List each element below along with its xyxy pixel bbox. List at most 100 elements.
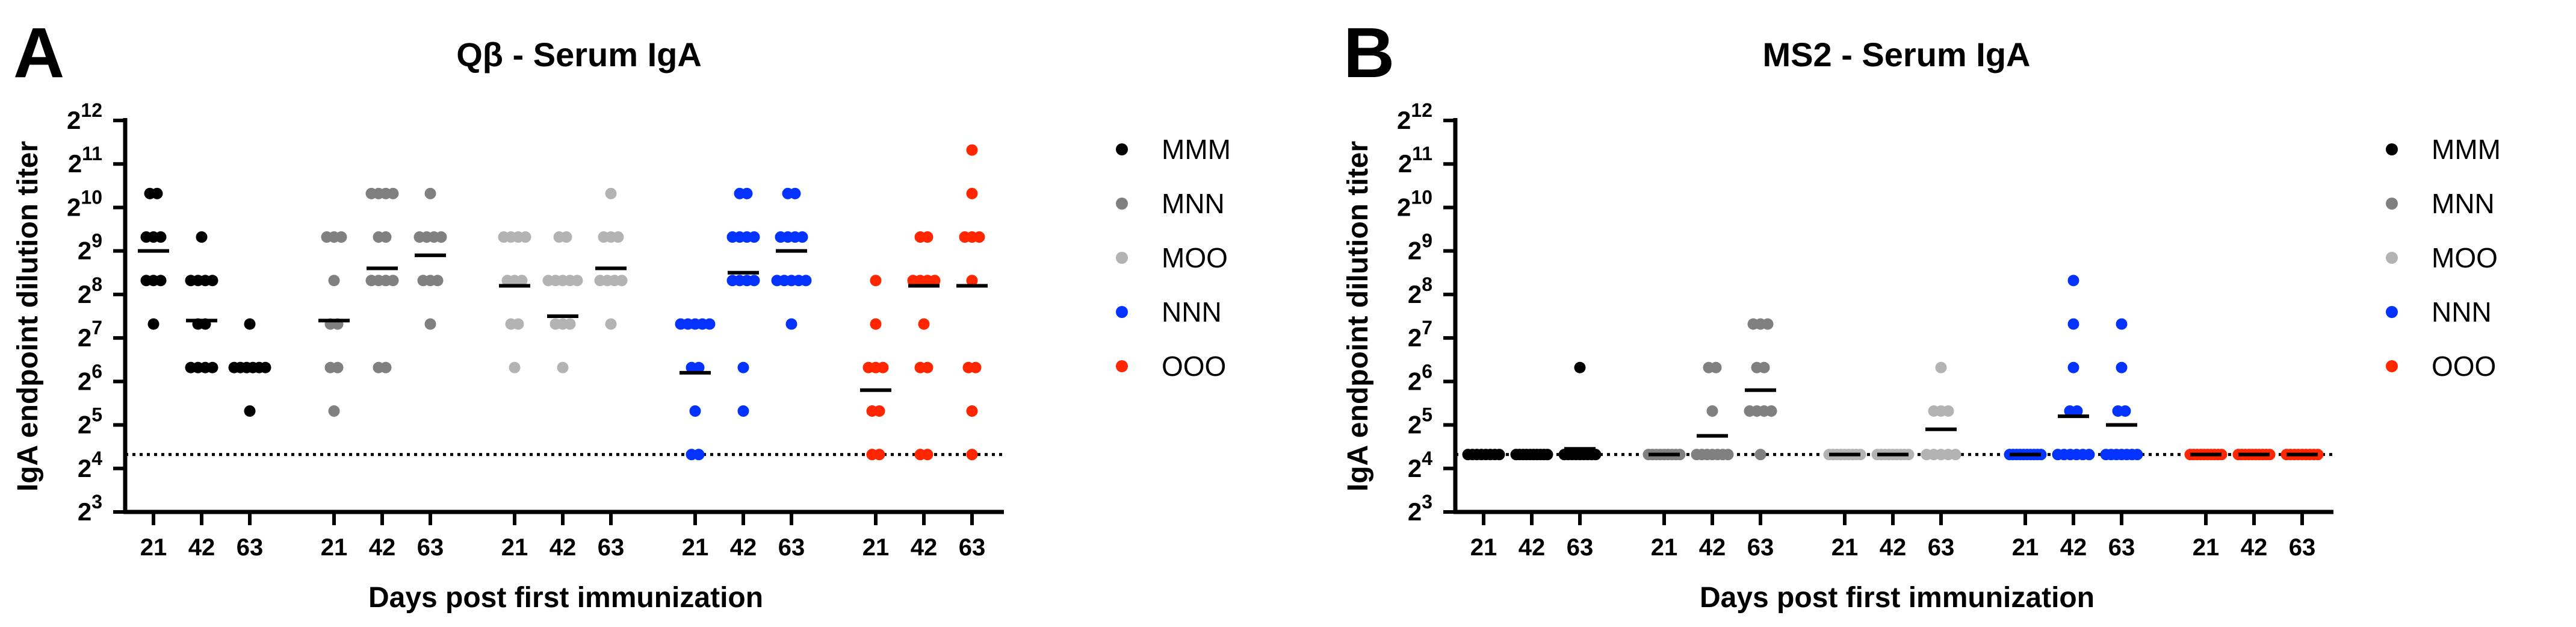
panel-b-data-point-nnn	[2119, 405, 2131, 417]
panel-b-y-tick-exponent: 7	[1422, 317, 1432, 338]
panel-a-data-point-mnn	[328, 405, 340, 417]
panel-b-x-tick-label: 21	[1470, 534, 1497, 561]
panel-b-y-tick-label: 29	[1408, 230, 1432, 265]
panel-b-y-tick-exponent: 6	[1422, 360, 1432, 382]
panel-a-data-point-ooo	[877, 361, 889, 373]
panel-a-legend-label: NNN	[1162, 296, 1222, 328]
panel-a-legend-label: MNN	[1162, 188, 1225, 219]
panel-a-data-point-mnn	[380, 361, 392, 373]
panel-b-y-tick-exponent: 5	[1422, 404, 1432, 426]
panel-b-y-tick-label: 28	[1408, 273, 1432, 308]
panel-b-data-point-mnn	[1754, 449, 1766, 461]
panel-a-data-point-ooo	[921, 361, 933, 373]
panel-b-y-tick-label: 24	[1408, 448, 1432, 482]
panel-b-x-tick-label: 63	[1747, 534, 1774, 561]
panel-a-data-point-ooo	[870, 318, 882, 330]
panel-a-data-point-ooo	[921, 449, 933, 461]
panel-a-title: Qβ - Serum IgA	[456, 36, 702, 73]
panel-a-x-tick-label: 42	[369, 534, 396, 561]
panel-a-y-tick-exponent: 3	[91, 491, 102, 513]
panel-a-x-tick-label: 42	[188, 534, 215, 561]
panel-a-y-tick-label: 25	[78, 404, 102, 439]
panel-a: A Qβ - Serum IgA IgA endpoint dilution t…	[12, 13, 1231, 614]
panel-a-legend-label: MOO	[1162, 242, 1228, 273]
panel-b-data-point-mnn	[1722, 449, 1734, 461]
panel-a-data-point-moo	[612, 231, 624, 243]
panel-a-y-tick-exponent: 11	[82, 143, 102, 164]
panel-b-data-point-nnn	[2083, 449, 2095, 461]
panel-a-data-point-mmm	[147, 318, 159, 330]
panel-a-x-tick-label: 42	[911, 534, 938, 561]
panel-a-data-point-ooo	[921, 231, 933, 243]
panel-a-data-point-mmm	[151, 187, 163, 199]
panel-a-y-tick-exponent: 9	[91, 230, 102, 252]
panel-a-data-point-nnn	[737, 405, 749, 417]
panel-b-y-tick-label: 212	[1397, 99, 1432, 134]
panel-a-legend-marker	[1116, 143, 1128, 155]
panel-a-data-point-nnn	[785, 318, 797, 330]
panel-b-y-tick-label: 27	[1408, 317, 1432, 352]
panel-a-data-point-ooo	[973, 231, 985, 243]
panel-b-y-tick-exponent: 12	[1411, 99, 1432, 121]
panel-b-data-point-nnn	[2067, 275, 2079, 287]
panel-a-y-tick-exponent: 7	[91, 317, 102, 338]
panel-b-y-tick-label: 210	[1397, 186, 1432, 221]
panel-a-legend-label: OOO	[1162, 351, 1226, 382]
panel-a-legend-marker	[1116, 198, 1128, 210]
panel-b-legend-label: OOO	[2432, 351, 2496, 382]
panel-a-data-point-nnn	[693, 449, 705, 461]
panel-b-y-tick-exponent: 9	[1422, 230, 1432, 252]
panel-a-data-point-mnn	[335, 231, 347, 243]
panel-b-y-tick-exponent: 10	[1411, 186, 1432, 208]
panel-a-data-point-mnn	[424, 318, 436, 330]
panel-a-data-point-mnn	[387, 187, 399, 199]
panel-b-x-tick-label: 63	[2289, 534, 2316, 561]
panel-a-x-tick-label: 63	[778, 534, 805, 561]
panel-a-y-tick-label: 29	[78, 230, 102, 265]
panel-b-y-tick-label: 23	[1408, 491, 1432, 526]
panel-b-y-tick-exponent: 8	[1422, 273, 1432, 295]
panel-a-data-point-moo	[564, 318, 576, 330]
panel-b-y-tick-exponent: 3	[1422, 491, 1432, 513]
panel-a-y-tick-exponent: 6	[91, 360, 102, 382]
panel-b-data-point-moo	[1942, 405, 1954, 417]
panel-a-data-point-mnn	[432, 275, 444, 287]
panel-a-data-point-mmm	[155, 275, 167, 287]
panel-a-data-point-nnn	[689, 405, 701, 417]
panel-b-legend-label: MOO	[2432, 242, 2498, 273]
panel-b-y-tick-exponent: 11	[1412, 143, 1432, 164]
panel-a-data-point-nnn	[748, 275, 760, 287]
panel-a-y-tick-label: 212	[67, 99, 102, 134]
panel-a-data-point-moo	[516, 275, 528, 287]
panel-a-x-tick-label: 42	[550, 534, 577, 561]
panel-a-data-point-moo	[616, 275, 628, 287]
panel-a-data-point-mnn	[387, 275, 399, 287]
panel-a-data-point-ooo	[918, 318, 930, 330]
panel-a-data-point-mmm	[244, 318, 256, 330]
panel-b-x-tick-label: 63	[1928, 534, 1955, 561]
panel-a-data-point-moo	[557, 361, 569, 373]
panel-a-data-point-nnn	[796, 231, 808, 243]
panel-b-x-tick-label: 21	[2193, 534, 2220, 561]
panel-a-data-point-moo	[605, 318, 617, 330]
panel-a-data-point-nnn	[800, 275, 812, 287]
panel-a-data-point-moo	[605, 187, 617, 199]
panel-a-data-point-ooo	[873, 449, 885, 461]
panel-b-data-point-nnn	[2131, 449, 2143, 461]
panel-b-letter: B	[1343, 13, 1395, 93]
panel-a-data-point-mmm	[244, 405, 256, 417]
panel-a-y-tick-exponent: 8	[91, 273, 102, 295]
panel-a-data-point-mnn	[380, 231, 392, 243]
panel-a-y-tick-label: 28	[78, 273, 102, 308]
panel-a-legend: MMM MNN MOO NNN OOO	[1116, 134, 1231, 382]
panel-a-data-point-mmm	[206, 275, 218, 287]
panel-a-data-point-ooo	[870, 275, 882, 287]
panel-a-data-point-ooo	[966, 187, 978, 199]
panel-a-x-tick-label: 63	[598, 534, 625, 561]
panel-b-x-tick-label: 42	[2241, 534, 2268, 561]
panel-a-data-point-ooo	[966, 275, 978, 287]
panel-a-x-tick-label: 63	[417, 534, 444, 561]
panel-b-legend-label: NNN	[2432, 296, 2492, 328]
panel-b-data-point-nnn	[2116, 361, 2128, 373]
panel-a-data-point-nnn	[789, 187, 801, 199]
